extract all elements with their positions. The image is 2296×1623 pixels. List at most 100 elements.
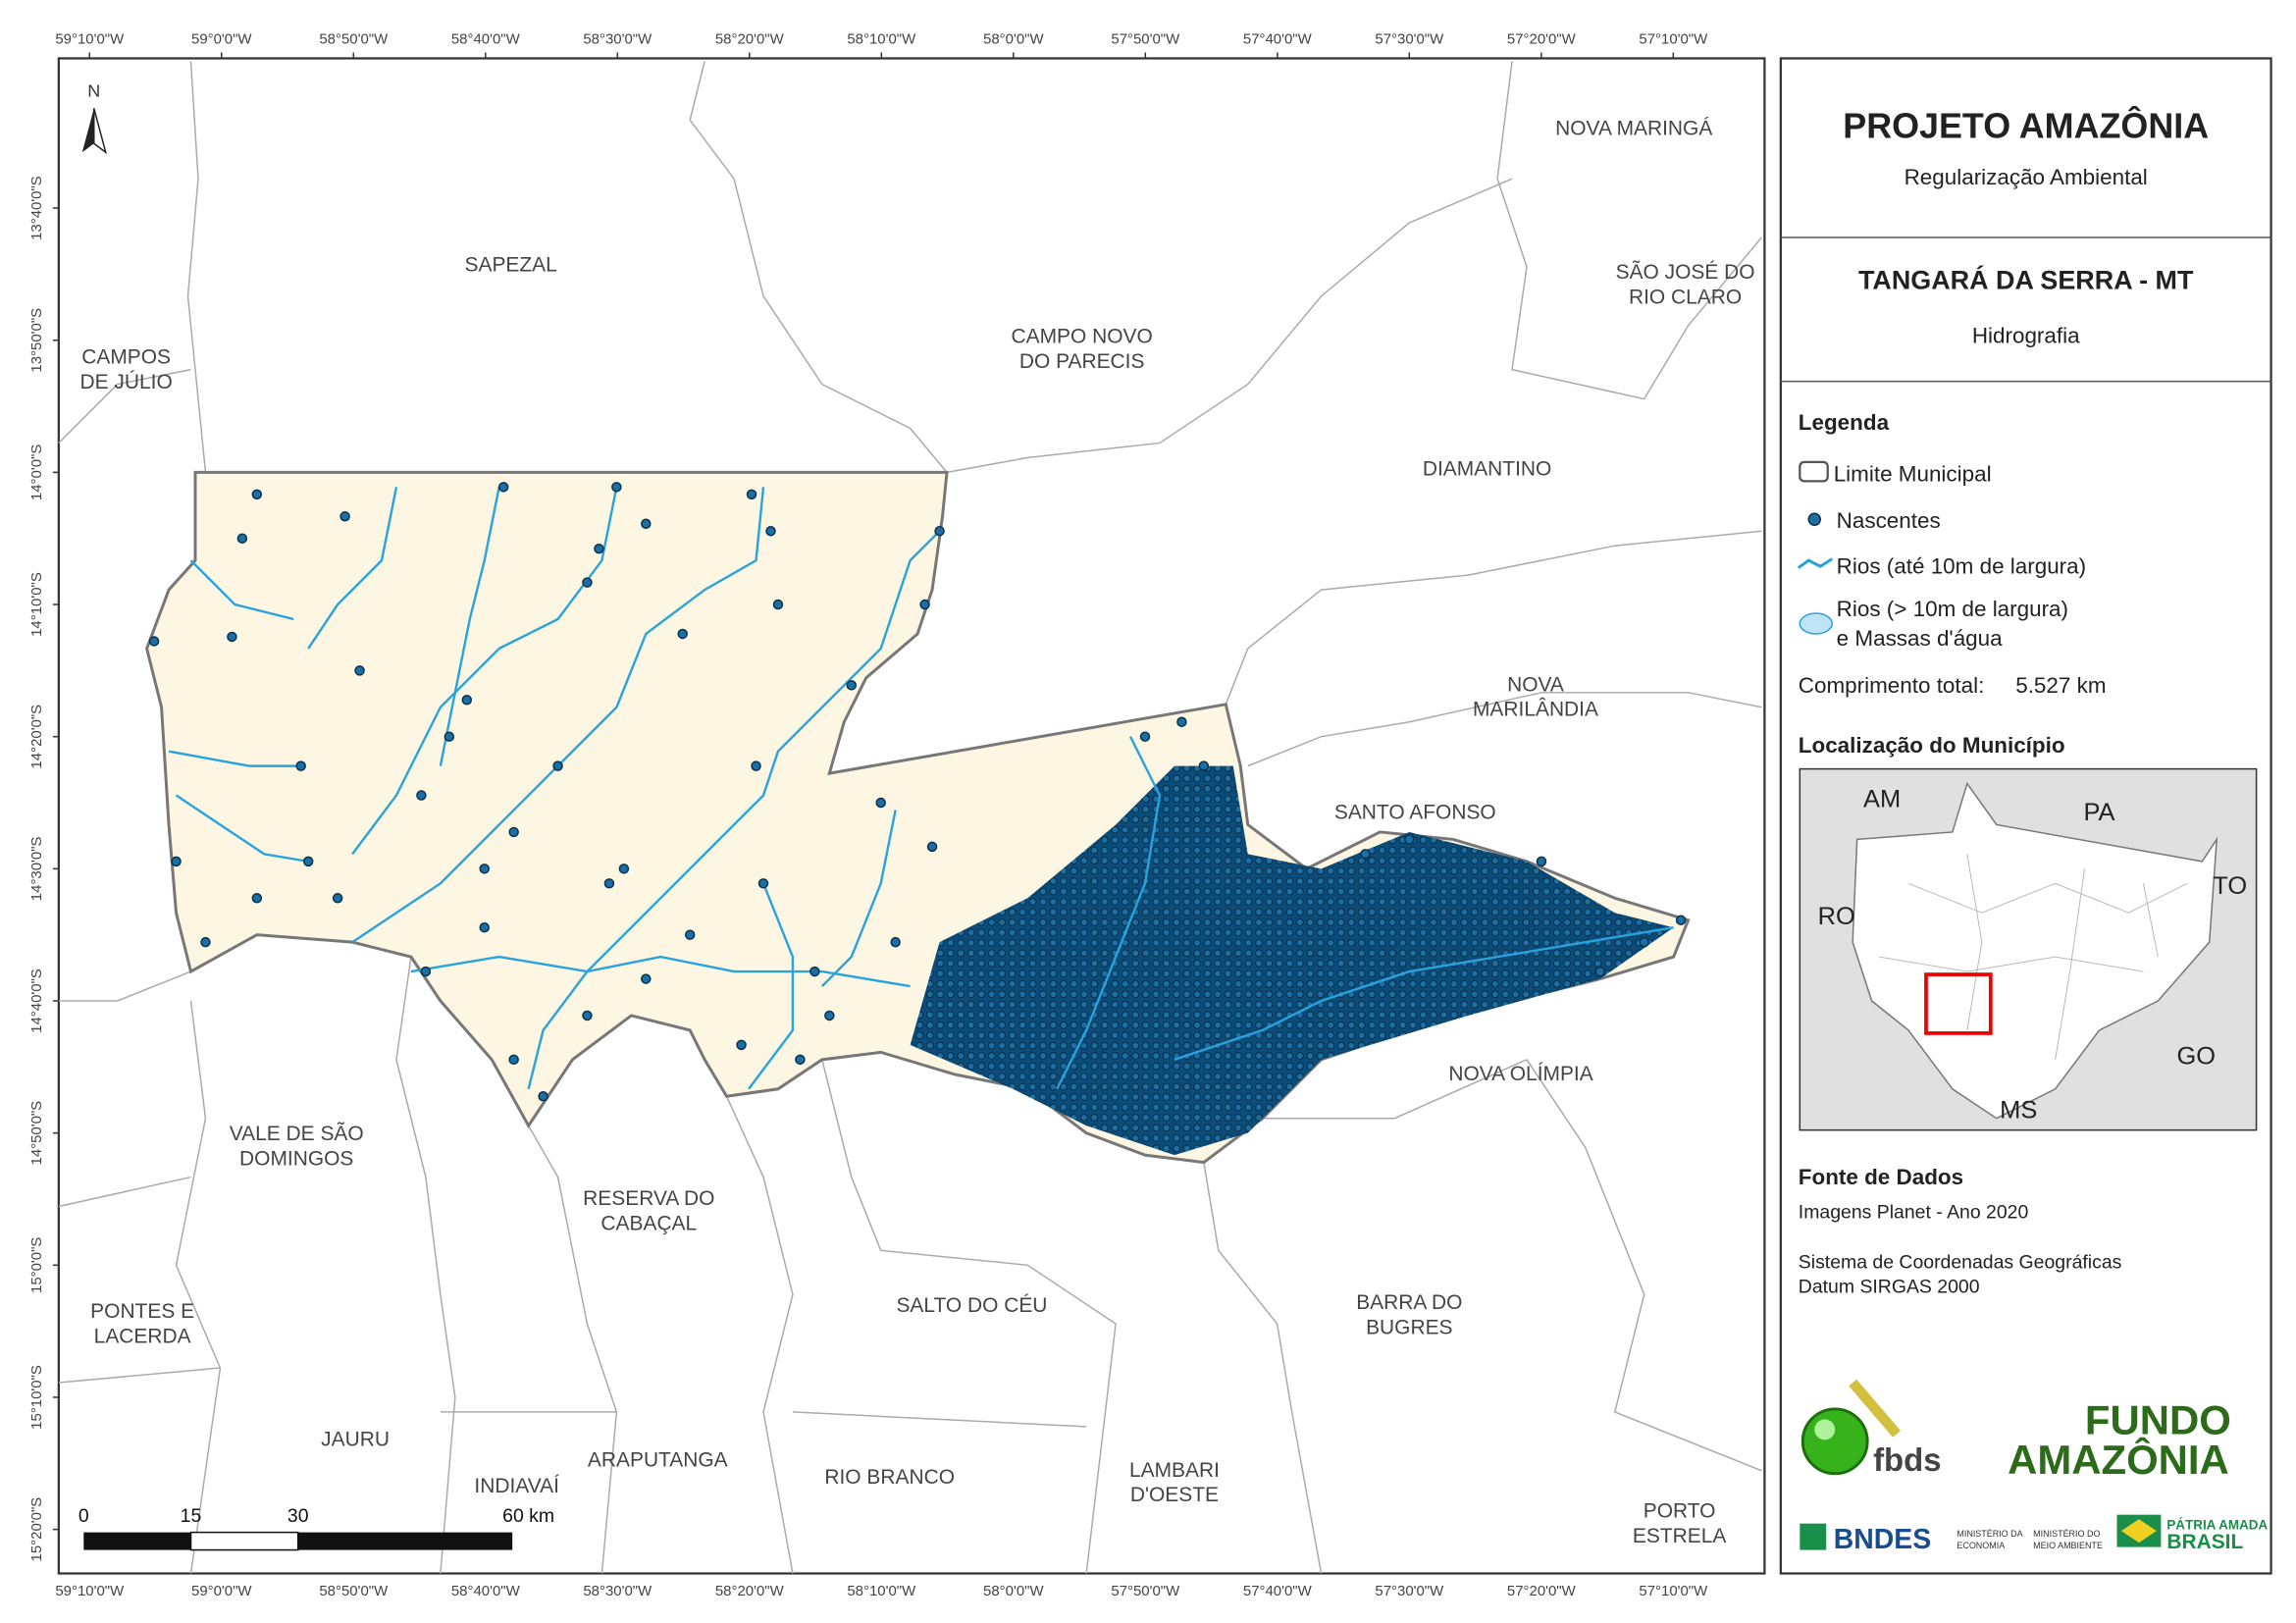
neighbor-label: DIAMANTINO bbox=[1423, 457, 1551, 480]
y-coord-label: 14°20'0"S bbox=[28, 705, 45, 769]
neighbor-label: CAMPOS bbox=[81, 346, 171, 369]
scale-bar bbox=[83, 1531, 513, 1551]
spring bbox=[641, 973, 652, 984]
side-panel: PROJETO AMAZÔNIA Regularização Ambiental… bbox=[1779, 57, 2272, 1575]
x-coord-label: 57°30'0"W bbox=[1375, 1583, 1444, 1599]
sources-title: Fonte de Dados bbox=[1799, 1165, 1963, 1189]
logo-text: fbds bbox=[1873, 1441, 1941, 1478]
logo-text: MINISTÉRIO DA bbox=[1957, 1529, 2022, 1539]
neighbor-label: LACERDA bbox=[94, 1326, 191, 1348]
source-line: Datum SIRGAS 2000 bbox=[1799, 1277, 1980, 1298]
neighbor-label: ARAPUTANGA bbox=[588, 1448, 728, 1471]
spring bbox=[552, 760, 563, 771]
neighbor-label: RIO CLARO bbox=[1629, 286, 1742, 308]
logo-text: BNDES bbox=[1834, 1524, 1931, 1555]
x-coord-label: 57°40'0"W bbox=[1243, 1583, 1313, 1599]
scale-label: 30 bbox=[287, 1505, 309, 1527]
x-coord-label: 57°40'0"W bbox=[1243, 31, 1313, 48]
x-coord-label: 58°50'0"W bbox=[319, 31, 389, 48]
spring bbox=[295, 760, 306, 771]
neighbor-label: LAMBARI bbox=[1129, 1459, 1220, 1482]
spring bbox=[416, 790, 427, 801]
spring bbox=[1536, 856, 1547, 867]
neighbor-label: SALTO DO CÉU bbox=[896, 1294, 1047, 1317]
neighbor-label: RIO BRANCO bbox=[824, 1466, 955, 1489]
spring bbox=[746, 489, 757, 500]
x-coord-label: 57°10'0"W bbox=[1639, 31, 1708, 48]
neighbor-label: PORTO bbox=[1644, 1500, 1716, 1523]
logo-text: BRASIL bbox=[2166, 1531, 2243, 1553]
north-label: N bbox=[87, 80, 100, 100]
scale-label: 15 bbox=[181, 1505, 202, 1527]
spring bbox=[1198, 760, 1210, 771]
x-coord-label: 58°30'0"W bbox=[583, 31, 652, 48]
spring bbox=[444, 731, 455, 742]
spring bbox=[148, 636, 160, 647]
spring bbox=[751, 760, 761, 771]
spring bbox=[461, 695, 473, 706]
spring bbox=[890, 936, 901, 948]
y-coord-label: 14°30'0"S bbox=[28, 836, 45, 901]
spring bbox=[1675, 915, 1687, 925]
spring bbox=[251, 489, 263, 500]
legend-title: Legenda bbox=[1799, 410, 1890, 435]
neighbor-label: NOVA OLÍMPIA bbox=[1448, 1063, 1592, 1085]
neighbor-label: SANTO AFONSO bbox=[1334, 801, 1496, 823]
spring bbox=[684, 929, 696, 940]
x-coord-label: 57°30'0"W bbox=[1375, 31, 1444, 48]
neighbor-label: RESERVA DO bbox=[583, 1187, 714, 1210]
neighbor-label: SÃO JOSÉ DO bbox=[1616, 261, 1755, 284]
x-coord-label: 58°10'0"W bbox=[847, 1583, 916, 1599]
state-label: PA bbox=[2083, 799, 2114, 826]
neighbor-label: DOMINGOS bbox=[239, 1148, 353, 1171]
legend-item: Rios (> 10m de largura) bbox=[1837, 597, 2068, 621]
locator-municipalities bbox=[1879, 854, 2188, 1060]
neighbor-label: DO PARECIS bbox=[1019, 350, 1145, 373]
scale-label: 0 bbox=[78, 1505, 89, 1527]
spring bbox=[846, 680, 858, 691]
legend-spring-symbol bbox=[1807, 512, 1821, 526]
spring bbox=[339, 511, 350, 522]
spring bbox=[332, 893, 343, 904]
theme: Hidrografia bbox=[1972, 324, 2080, 348]
logo-fbds: fbds bbox=[1800, 1379, 1942, 1478]
neighbor-label: CABAÇAL bbox=[600, 1212, 697, 1234]
x-coord-label: 58°10'0"W bbox=[847, 31, 916, 48]
spring bbox=[479, 921, 490, 933]
state-label: TO bbox=[2213, 872, 2247, 900]
spring bbox=[171, 856, 182, 867]
spring bbox=[1176, 716, 1187, 727]
spring bbox=[677, 628, 688, 640]
y-coord-label: 13°40'0"S bbox=[28, 176, 45, 240]
x-coord-label: 59°10'0"W bbox=[55, 31, 125, 48]
legend-boundary-symbol bbox=[1799, 460, 1829, 483]
x-coord-label: 59°10'0"W bbox=[55, 1583, 125, 1599]
neighbor-label: D'OESTE bbox=[1130, 1484, 1219, 1506]
spring bbox=[772, 599, 784, 610]
spring bbox=[1139, 731, 1151, 742]
y-coord-label: 14°40'0"S bbox=[28, 969, 45, 1033]
x-coord-label: 57°20'0"W bbox=[1507, 1583, 1577, 1599]
spring bbox=[603, 878, 615, 889]
x-coord-label: 57°20'0"W bbox=[1507, 31, 1577, 48]
x-coord-label: 58°50'0"W bbox=[319, 1583, 389, 1599]
x-coord-label: 59°0'0"W bbox=[191, 1583, 252, 1599]
legend-item: Rios (até 10m de largura) bbox=[1837, 554, 2086, 579]
x-coord-label: 58°40'0"W bbox=[451, 31, 521, 48]
neighbor-label: VALE DE SÃO bbox=[230, 1123, 364, 1145]
source-line: Imagens Planet - Ano 2020 bbox=[1799, 1201, 2029, 1223]
spring bbox=[824, 1010, 835, 1021]
state-label: GO bbox=[2176, 1042, 2216, 1070]
x-coord-label: 58°20'0"W bbox=[715, 31, 785, 48]
neighbor-boundaries bbox=[58, 61, 1762, 1574]
y-coord-label: 13°50'0"S bbox=[28, 308, 45, 373]
state-label: RO bbox=[1818, 903, 1855, 930]
logo-mark bbox=[1800, 1523, 1827, 1550]
spring bbox=[1360, 849, 1371, 860]
neighbor-label: MARILÂNDIA bbox=[1473, 699, 1598, 721]
spring bbox=[251, 893, 263, 904]
locator-highlight bbox=[1924, 972, 1993, 1035]
